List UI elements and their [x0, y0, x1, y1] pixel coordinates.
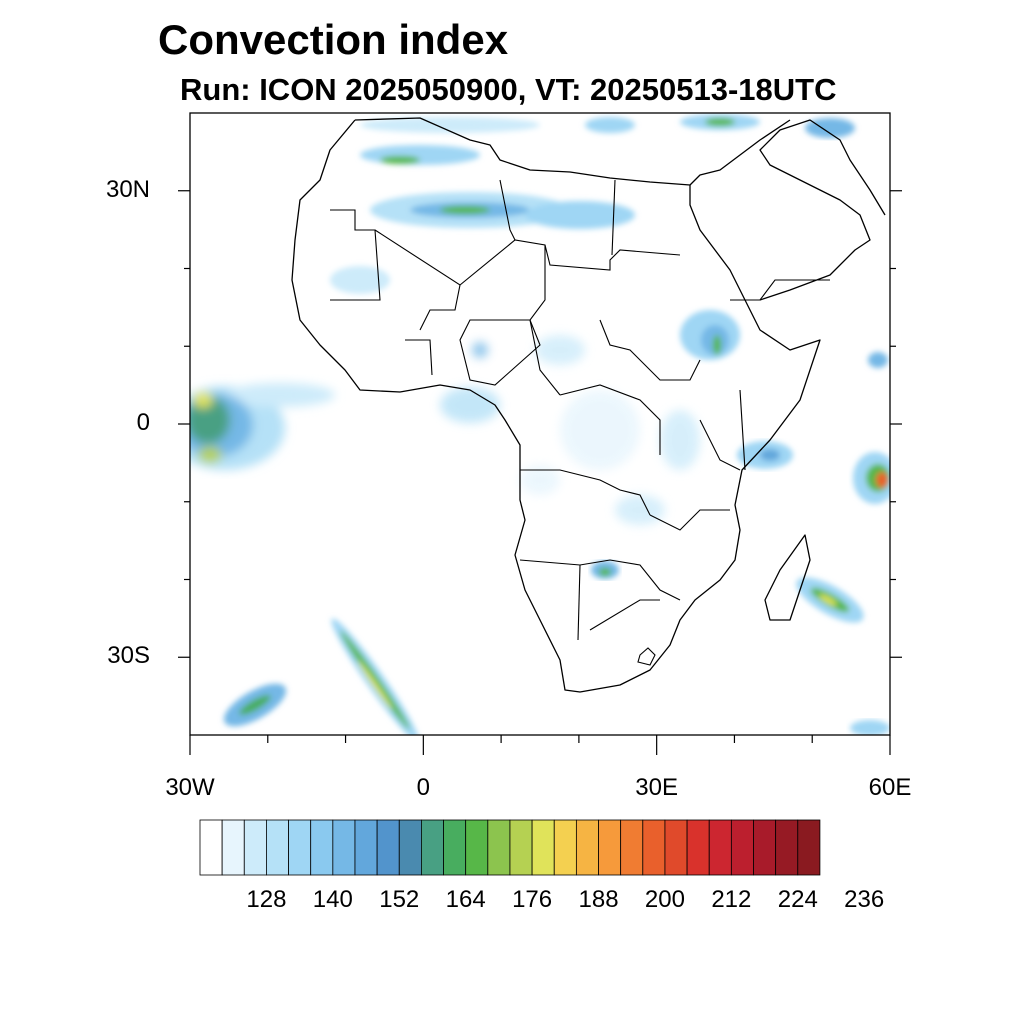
convection-field — [190, 114, 890, 735]
chart-title: Convection index — [158, 16, 509, 63]
colorbar-box — [310, 819, 334, 876]
cluster-east-coast — [737, 441, 793, 469]
colorbar-box — [664, 819, 688, 876]
colorbar-box — [642, 819, 666, 876]
colorbar-box — [487, 819, 511, 876]
cluster-bottom-right — [850, 720, 890, 735]
colorbar-box — [243, 819, 267, 876]
cluster-south-atlantic-front — [331, 618, 419, 735]
colorbar-box — [775, 819, 799, 876]
x-tick-label: 0 — [416, 774, 431, 801]
colorbar-box — [797, 819, 821, 876]
chart-subtitle: Run: ICON 2025050900, VT: 20250513-18UTC — [180, 72, 837, 107]
colorbar-label: 212 — [711, 886, 752, 913]
y-tick-label: 30S — [107, 642, 150, 670]
colorbar-box — [708, 819, 732, 876]
colorbar-label: 200 — [644, 886, 685, 913]
colorbar-label: 224 — [777, 886, 818, 913]
cluster-bottom-left — [223, 683, 287, 727]
x-tick-label: 60E — [868, 774, 912, 801]
cluster-indian-ocean — [853, 352, 890, 504]
colorbar-box — [465, 819, 489, 876]
y-tick-label: 30N — [105, 175, 150, 203]
cluster-central-africa — [440, 335, 700, 525]
colorbar-box — [288, 819, 312, 876]
cluster-ethiopia — [680, 310, 740, 360]
colorbar-box — [553, 819, 577, 876]
x-tick-label: 30E — [635, 774, 679, 801]
colorbar-box — [221, 819, 245, 876]
colorbar-label: 140 — [312, 886, 353, 913]
colorbar-label: 164 — [445, 886, 486, 913]
colorbar-box — [266, 819, 289, 876]
colorbar-box — [730, 819, 754, 876]
coastlines — [291, 117, 886, 693]
cluster-sahara — [330, 117, 635, 294]
colorbar-box — [620, 819, 644, 876]
country-borders — [330, 179, 830, 666]
axis-ticks — [178, 190, 902, 755]
colorbar-box — [376, 819, 400, 876]
colorbar-label: 128 — [246, 886, 287, 913]
cluster-mideast — [585, 114, 855, 138]
colorbar-box — [753, 819, 777, 876]
colorbar-label: 188 — [578, 886, 619, 913]
colorbar-box — [332, 819, 356, 876]
cluster-atlantic-equator — [190, 383, 335, 470]
colorbar-box — [686, 819, 710, 876]
colorbar-box — [443, 819, 467, 876]
cluster-southern-africa — [591, 561, 619, 579]
cluster-madagascar — [796, 577, 864, 623]
colorbar-label: 236 — [844, 886, 885, 913]
map-panel — [178, 112, 902, 755]
colorbar-box — [398, 819, 422, 876]
colorbar-label: 152 — [379, 886, 420, 913]
colorbar-box — [509, 819, 533, 876]
colorbar-box — [531, 819, 555, 876]
colorbar-label: 176 — [512, 886, 553, 913]
colorbar-box — [575, 819, 599, 876]
colorbar-boxes — [199, 819, 821, 876]
colorbar-box — [420, 819, 444, 876]
y-tick-label: 0 — [136, 409, 150, 436]
colorbar-box — [598, 819, 622, 876]
colorbar-box — [199, 819, 223, 876]
x-tick-label: 30W — [165, 774, 215, 801]
colorbar-box — [354, 819, 378, 876]
